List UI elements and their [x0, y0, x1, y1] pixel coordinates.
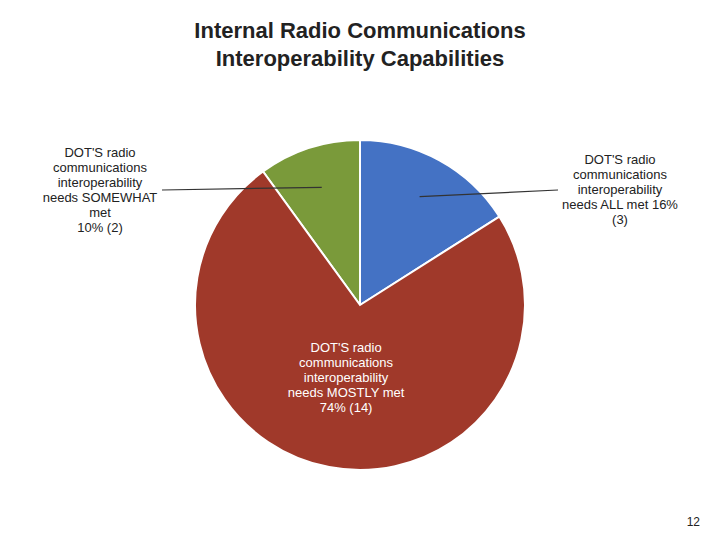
slice-label: DOT'S radiocommunicationsinteroperabilit…: [288, 340, 405, 415]
pie-slice: [195, 172, 525, 470]
pie: [195, 140, 525, 470]
slice-label: DOT'S radiocommunicationsinteroperabilit…: [562, 152, 678, 227]
page-number: 12: [687, 515, 701, 529]
chart-container: Internal Radio CommunicationsInteroperab…: [0, 0, 720, 540]
leader-line: [420, 190, 558, 197]
labels: DOT'S radiocommunicationsinteroperabilit…: [43, 145, 679, 415]
title: Internal Radio CommunicationsInteroperab…: [194, 18, 525, 71]
slice-label: DOT'S radiocommunicationsinteroperabilit…: [43, 145, 158, 235]
chart-svg: Internal Radio CommunicationsInteroperab…: [0, 0, 720, 540]
leader-line: [162, 187, 322, 190]
